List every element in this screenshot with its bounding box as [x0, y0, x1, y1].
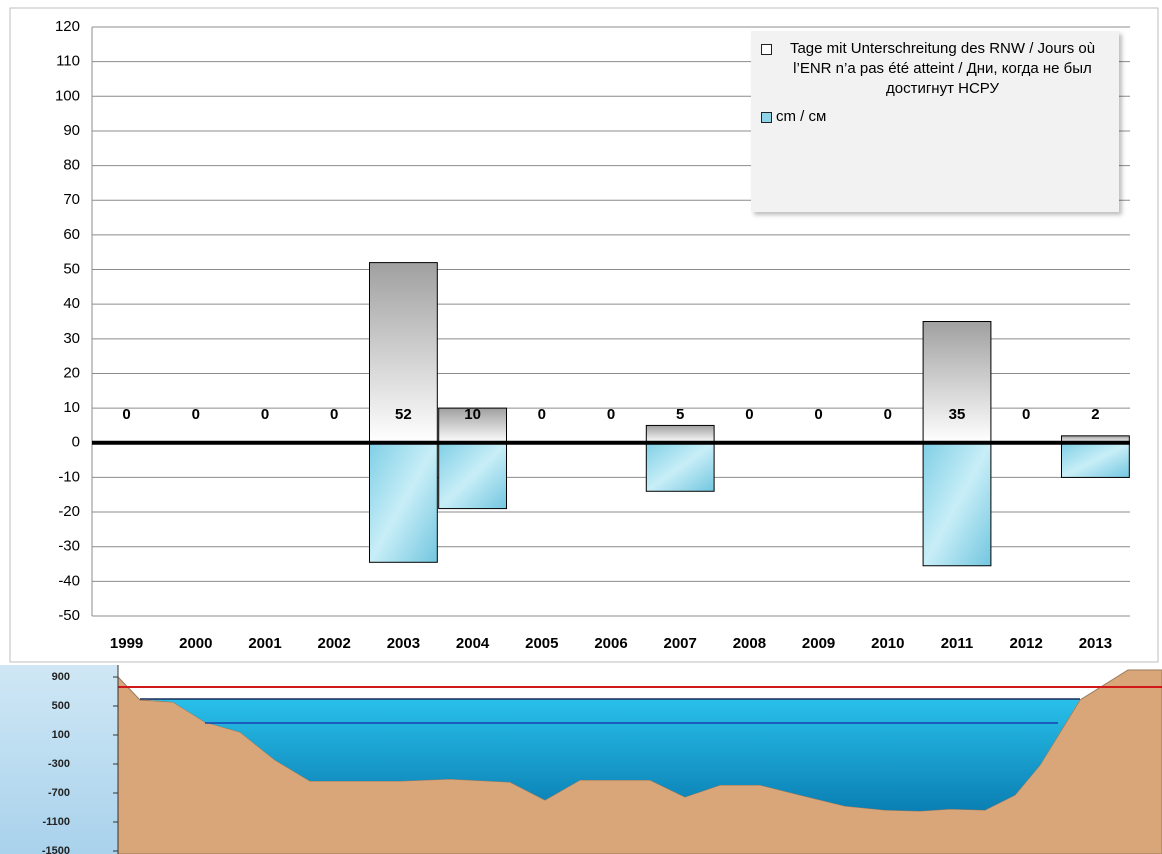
- data-label: 2: [1091, 406, 1099, 423]
- y-tick-label: 40: [63, 295, 80, 312]
- legend-label: Tage mit Unterschreitung des RNW / Jours…: [789, 40, 1096, 97]
- data-label: 0: [261, 406, 269, 423]
- bar: [368, 262, 438, 444]
- data-label: 35: [949, 406, 966, 423]
- x-tick-label: 2007: [664, 635, 697, 652]
- y-tick-label: -300: [48, 758, 70, 770]
- data-label: 5: [676, 406, 684, 423]
- x-tick-label: 1999: [110, 635, 143, 652]
- bar: [922, 442, 992, 567]
- legend-entry: cm / см: [761, 107, 1109, 127]
- data-label: 0: [814, 406, 822, 423]
- data-label: 0: [192, 406, 200, 423]
- y-tick-label: 90: [63, 122, 80, 139]
- x-tick-label: 2005: [525, 635, 558, 652]
- legend-swatch: [761, 112, 772, 123]
- x-tick-label: 2010: [871, 635, 904, 652]
- y-tick-label: 30: [63, 330, 80, 347]
- data-label: 0: [122, 406, 130, 423]
- x-tick-label: 2002: [318, 635, 351, 652]
- y-tick-label: 500: [52, 700, 70, 712]
- bar-chart: -50-40-30-20-100102030405060708090100110…: [55, 18, 1130, 652]
- y-tick-label: 60: [63, 226, 80, 243]
- data-label: 52: [395, 406, 412, 423]
- bar: [1060, 442, 1130, 478]
- y-tick-label: -10: [58, 468, 80, 485]
- y-tick-label: 0: [72, 434, 80, 451]
- bar: [368, 442, 438, 563]
- data-label: 0: [330, 406, 338, 423]
- y-tick-label: -50: [58, 607, 80, 624]
- y-tick-label: -20: [58, 503, 80, 520]
- data-label: 10: [464, 406, 481, 423]
- x-tick-label: 2004: [456, 635, 490, 652]
- profile-panel: [0, 665, 1162, 854]
- bar: [922, 321, 992, 444]
- data-label: 0: [884, 406, 892, 423]
- data-label: 0: [607, 406, 615, 423]
- y-tick-label: 120: [55, 18, 80, 35]
- x-tick-label: 2000: [179, 635, 212, 652]
- data-label: 0: [1022, 406, 1030, 423]
- y-tick-label: 80: [63, 157, 80, 174]
- x-tick-label: 2003: [387, 635, 420, 652]
- y-tick-label: 100: [55, 87, 80, 104]
- y-tick-label: -1500: [42, 845, 70, 854]
- x-tick-label: 2012: [1010, 635, 1043, 652]
- x-tick-label: 2013: [1079, 635, 1112, 652]
- y-tick-label: -700: [48, 787, 70, 799]
- x-tick-label: 2001: [248, 635, 281, 652]
- data-label: 0: [538, 406, 546, 423]
- data-label: 0: [745, 406, 753, 423]
- profile-axis-ticks: 900 500 100 -300 -700 -1100 -1500: [42, 671, 118, 854]
- y-tick-label: 110: [56, 53, 80, 70]
- legend: Tage mit Unterschreitung des RNW / Jours…: [751, 31, 1119, 212]
- y-tick-label: -1100: [42, 816, 70, 828]
- bar: [645, 442, 715, 492]
- y-tick-label: -30: [58, 538, 80, 555]
- x-tick-label: 2009: [802, 635, 835, 652]
- x-tick-label: 2008: [733, 635, 766, 652]
- y-tick-label: 50: [63, 260, 80, 277]
- x-tick-label: 2011: [941, 635, 974, 652]
- legend-swatch: [761, 44, 772, 55]
- bar: [645, 424, 715, 444]
- bar: [438, 442, 508, 510]
- y-tick-label: -40: [58, 572, 80, 589]
- legend-label: cm / см: [776, 108, 827, 125]
- y-tick-label: 20: [63, 364, 80, 381]
- legend-entry: Tage mit Unterschreitung des RNW / Jours…: [761, 39, 1109, 99]
- y-tick-label: 900: [52, 671, 70, 683]
- water: [140, 699, 1080, 811]
- y-tick-label: 10: [63, 399, 80, 416]
- y-tick-label: 100: [52, 729, 70, 741]
- x-tick-label: 2006: [594, 635, 627, 652]
- y-tick-label: 70: [63, 191, 80, 208]
